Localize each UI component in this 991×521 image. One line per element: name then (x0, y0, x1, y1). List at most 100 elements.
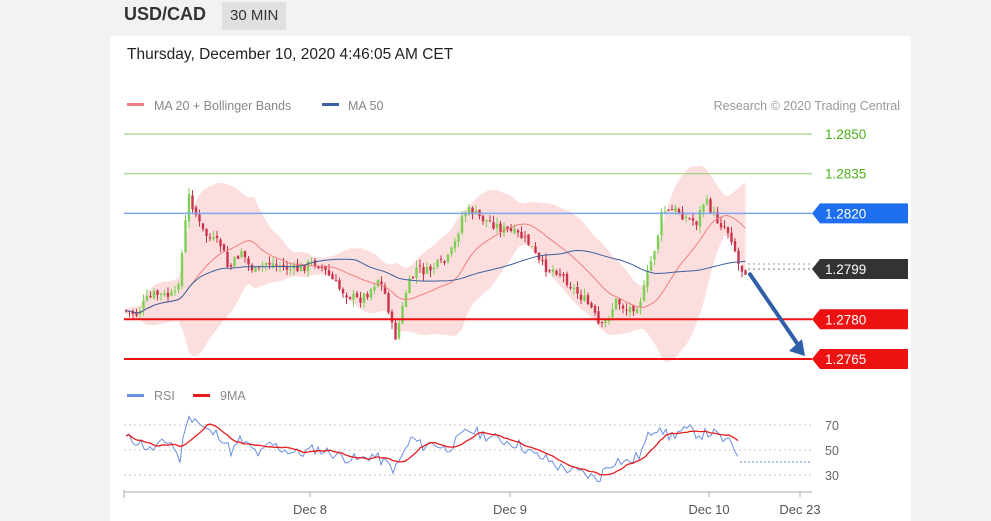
background-right (911, 0, 991, 521)
candle-body (226, 251, 229, 267)
candle-body (709, 199, 712, 213)
candle-body (677, 209, 681, 214)
candle-body (208, 237, 212, 239)
candle-body (124, 310, 128, 312)
candle-body (331, 274, 334, 280)
candle-body (663, 211, 667, 213)
level-label: 1.2765 (825, 352, 866, 367)
candle-body (212, 237, 215, 240)
candle-body (527, 234, 530, 245)
candle-body (726, 227, 730, 234)
rsi-70-label: 70 (825, 419, 839, 433)
candle-body (516, 230, 520, 233)
candle-body (201, 223, 205, 230)
candle-body (453, 241, 457, 249)
candle-body (261, 265, 264, 267)
candle-body (642, 285, 646, 301)
level-tag-pivot (812, 203, 908, 224)
candle-body (439, 258, 443, 260)
levels-group: 1.2850 1.2835 1.2820 1.2799 1.2780 1.2765 (124, 127, 908, 369)
candle-body (450, 247, 453, 254)
level-tag-support (812, 349, 908, 369)
candle-body (376, 279, 380, 287)
rsi-ma-line (125, 423, 739, 476)
level-label: 1.2820 (825, 206, 866, 221)
candle-body (544, 259, 548, 273)
candle-body (184, 220, 187, 253)
x-tick-dec9: Dec 9 (493, 502, 527, 517)
candle-body (341, 289, 345, 294)
candle-body (243, 250, 247, 258)
candle-body (397, 323, 401, 339)
candle-body (702, 204, 705, 212)
timeframe-button[interactable]: 30 MIN (222, 2, 287, 30)
candle-body (488, 220, 492, 222)
ma20-line (125, 215, 746, 314)
candle-body (355, 293, 359, 298)
rsi-legend-label: RSI (154, 389, 175, 403)
candle-body (474, 210, 478, 215)
level-tag-support (812, 309, 908, 330)
candle-body (464, 214, 467, 217)
candle-body (481, 215, 485, 222)
candle-body (233, 257, 236, 267)
candle-body (730, 232, 733, 243)
candle-body (443, 260, 446, 263)
candle-body (436, 259, 439, 267)
candle-body (674, 207, 677, 212)
candle-body (534, 246, 537, 253)
candle-body (240, 251, 243, 258)
candle-body (236, 256, 240, 259)
candle-body (614, 298, 618, 310)
level-label: 1.2835 (825, 167, 866, 182)
candle-body (429, 266, 432, 271)
candle-body (250, 265, 254, 271)
candle-body (579, 294, 583, 300)
candle-body (264, 262, 268, 266)
candle-body (198, 214, 201, 222)
candle-body (320, 267, 324, 269)
candle-body (422, 267, 425, 275)
candle-body (530, 246, 534, 248)
candle-body (408, 278, 411, 294)
candles-group (124, 187, 747, 341)
rsi-50-label: 50 (825, 444, 839, 458)
candle-body (558, 273, 562, 276)
candle-body (565, 273, 569, 286)
x-tick-dec23: Dec 23 (779, 502, 820, 517)
ma50-legend-swatch (322, 103, 339, 106)
forecast-arrow-head (789, 339, 805, 356)
candle-body (506, 226, 509, 230)
candle-body (621, 305, 625, 309)
candle-body (247, 258, 250, 265)
candle-body (142, 300, 145, 310)
candle-body (733, 241, 737, 252)
candle-body (170, 291, 173, 296)
candle-body (688, 218, 691, 220)
candle-body (723, 226, 726, 228)
candle-body (737, 250, 740, 264)
candle-body (698, 210, 702, 227)
candle-body (348, 297, 352, 299)
candle-body (649, 260, 653, 271)
rsi-legend-swatch (127, 394, 144, 397)
candle-body (471, 207, 474, 215)
chart-datetime: Thursday, December 10, 2020 4:46:05 AM C… (127, 46, 454, 63)
candle-body (681, 211, 684, 220)
level-label: 1.2780 (825, 312, 866, 327)
rsi-legend: RSI 9MA (127, 389, 246, 403)
candle-body (590, 303, 593, 308)
level-label: 1.2799 (825, 262, 866, 277)
candle-body (509, 227, 513, 232)
candle-body (593, 306, 597, 313)
candle-body (495, 223, 499, 229)
candle-body (303, 264, 306, 271)
candle-body (705, 198, 709, 204)
candle-body (180, 253, 184, 286)
ma20-legend-swatch (127, 103, 144, 106)
candle-body (670, 209, 674, 211)
x-axis: Dec 8 Dec 9 Dec 10 Dec 23 (123, 490, 821, 517)
candle-body (278, 266, 282, 268)
main-legend: MA 20 + Bollinger Bands MA 50 Research ©… (127, 99, 900, 113)
